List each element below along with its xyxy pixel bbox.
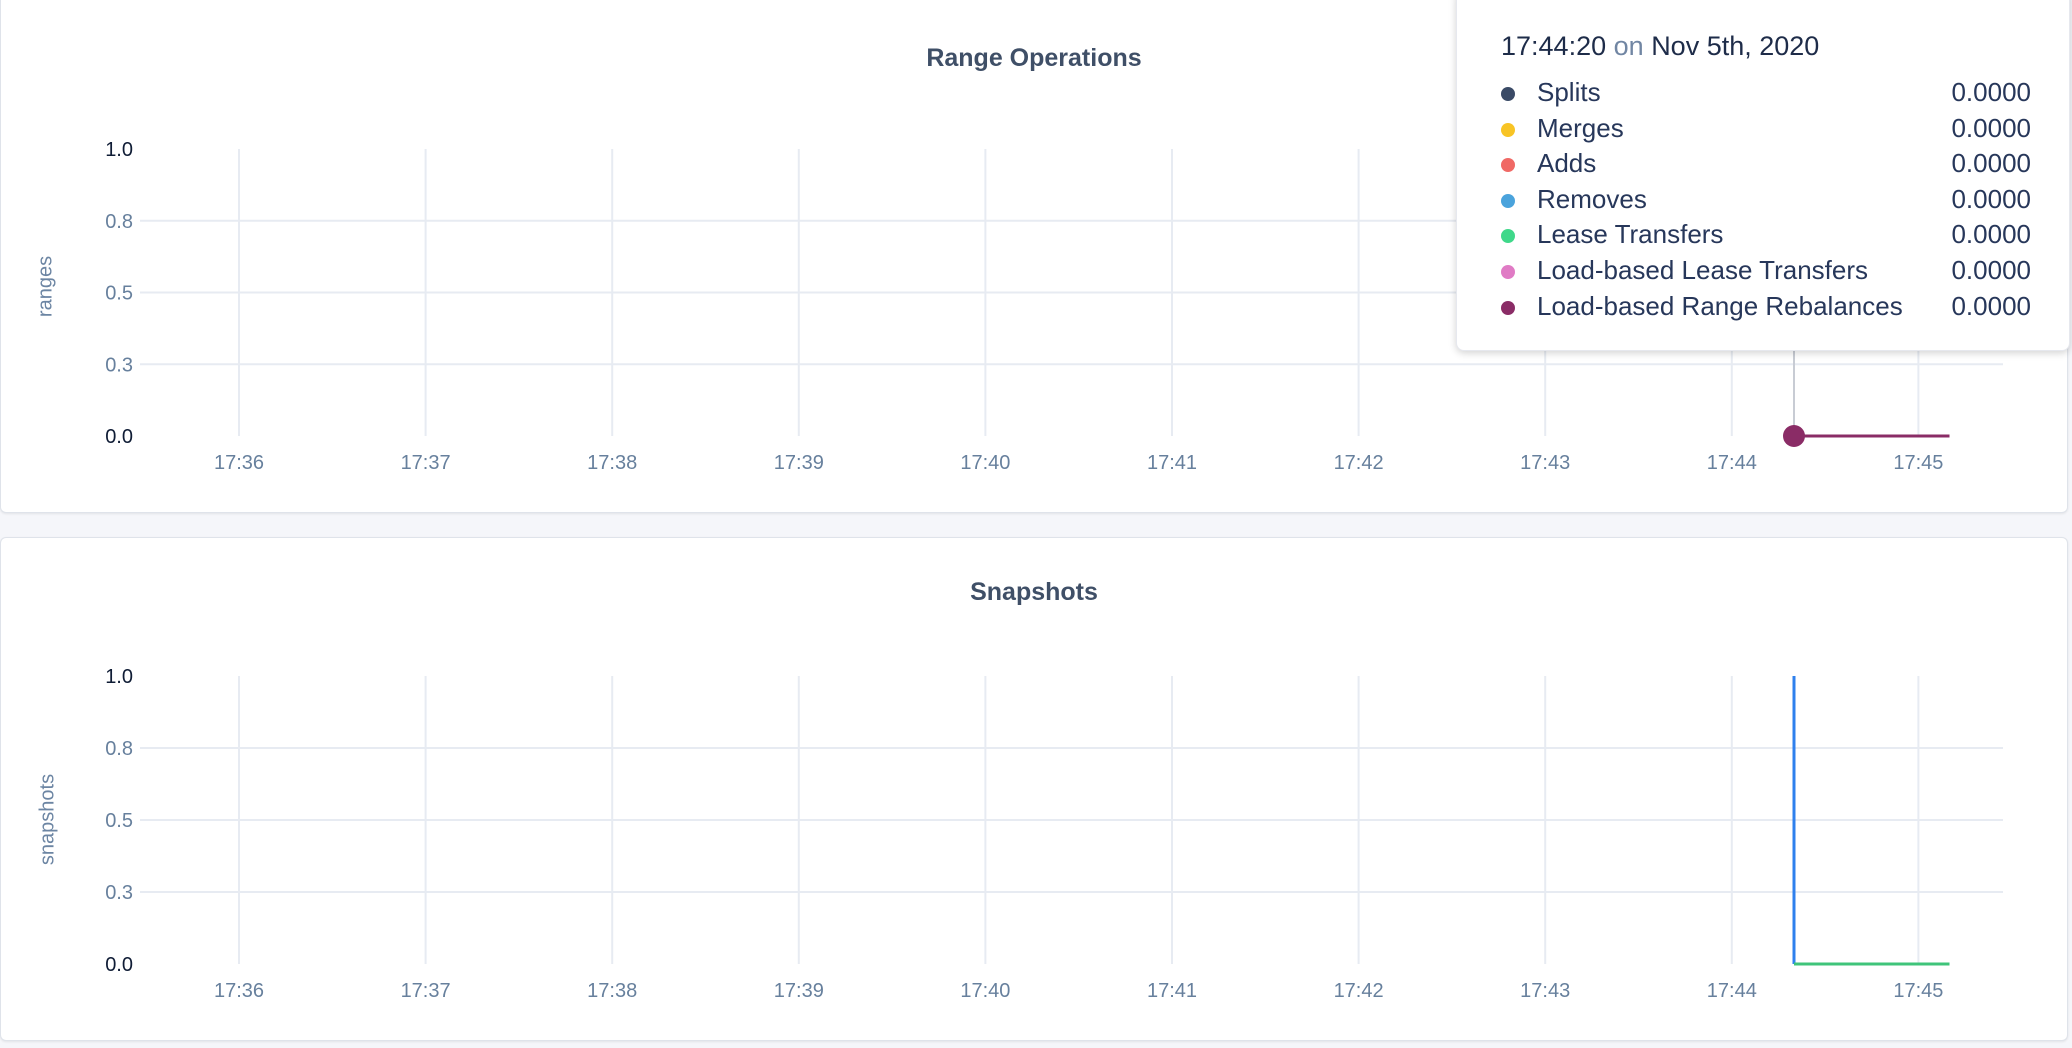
x-tick-label: 17:37	[401, 980, 451, 1002]
x-tick-label: 17:40	[960, 980, 1010, 1002]
tooltip-series-name: Removes	[1537, 183, 1647, 214]
tooltip-row: Adds 0.0000	[1501, 148, 2031, 182]
chart-title: Range Operations	[926, 44, 1142, 72]
x-tick-label: 17:36	[214, 980, 264, 1002]
tooltip-series-name: Splits	[1537, 77, 1601, 107]
y-tick-label: 0.5	[105, 810, 133, 832]
tooltip-series-value: 0.0000	[1951, 77, 2031, 107]
x-tick-label: 17:38	[587, 980, 637, 1002]
tooltip-series-name: Load-based Range Rebalances	[1537, 290, 1903, 321]
tooltip-series-name: Lease Transfers	[1537, 219, 1724, 250]
tooltip-row: Load-based Lease Transfers 0.0000	[1501, 255, 2031, 289]
x-tick-label: 17:44	[1707, 980, 1757, 1002]
hover-point	[1783, 425, 1805, 447]
tooltip-row: Merges 0.0000	[1501, 113, 2031, 147]
range-operations-chart[interactable]: 0.0 0.3 0.5 0.8 1.0 17:36 17:37 17:38 17:39 17:40…	[1, 0, 2067, 512]
tooltip-row: Splits 0.0000	[1501, 77, 2031, 111]
series-color-dot-icon	[1501, 300, 1515, 315]
y-tick-label: 0.0	[105, 954, 133, 976]
tooltip-series-name: Adds	[1537, 148, 1597, 179]
y-tick-label: 0.5	[105, 283, 133, 305]
tooltip-on: on	[1613, 31, 1644, 61]
series-color-dot-icon	[1501, 193, 1515, 208]
tooltip-series-value: 0.0000	[1951, 255, 2031, 285]
x-tick-label: 17:45	[1893, 980, 1943, 1002]
x-tick-label: 17:42	[1334, 452, 1384, 474]
y-tick-label: 1.0	[105, 139, 133, 161]
y-tick-label: 0.0	[105, 426, 133, 448]
series-color-dot-icon	[1501, 229, 1515, 244]
x-tick-label: 17:42	[1334, 980, 1384, 1002]
x-tick-label: 17:37	[401, 452, 451, 474]
tooltip-series-value: 0.0000	[1951, 112, 2031, 143]
x-tick-label: 17:44	[1707, 452, 1757, 474]
series-color-dot-icon	[1501, 122, 1515, 137]
tooltip-date: Nov 5th, 2020	[1651, 31, 1820, 61]
snapshots-chart[interactable]: 0.0 0.3 0.5 0.8 1.0 17:36 17:37 17:38 17:39 17:40…	[1, 538, 2067, 1040]
series-color-dot-icon	[1501, 87, 1515, 101]
x-tick-label: 17:39	[774, 980, 824, 1002]
x-tick-label: 17:36	[214, 452, 264, 474]
y-tick-label: 0.3	[105, 882, 133, 904]
x-tick-label: 17:38	[587, 452, 637, 474]
series-color-dot-icon	[1501, 158, 1515, 173]
tooltip-series-value: 0.0000	[1951, 148, 2031, 179]
x-tick-label: 17:45	[1893, 452, 1943, 474]
x-tick-label: 17:41	[1147, 452, 1197, 474]
tooltip-series-name: Merges	[1537, 112, 1624, 143]
tooltip-row: Load-based Range Rebalances 0.0000	[1501, 291, 2031, 325]
tooltip-time: 17:44:20	[1501, 31, 1607, 61]
x-tick-label: 17:39	[774, 452, 824, 474]
chart-tooltip: 17:44:20 on Nov 5th, 2020 Splits 0.0000 …	[1456, 0, 2070, 351]
series-color-dot-icon	[1501, 265, 1515, 279]
snapshots-panel: Snapshots snapshots 0.0 0.3 0.5 0.8 1.0 17:36…	[0, 537, 2068, 1041]
tooltip-row: Lease Transfers 0.0000	[1501, 219, 2031, 253]
x-tick-label: 17:40	[960, 452, 1010, 474]
x-tick-label: 17:43	[1520, 452, 1570, 474]
y-tick-label: 0.3	[105, 354, 133, 376]
x-tick-label: 17:41	[1147, 980, 1197, 1002]
tooltip-series-value: 0.0000	[1951, 183, 2031, 214]
tooltip-series-value: 0.0000	[1951, 290, 2031, 321]
y-tick-label: 0.8	[105, 211, 133, 233]
tooltip-row: Removes 0.0000	[1501, 184, 2031, 218]
tooltip-timestamp: 17:44:20 on Nov 5th, 2020	[1501, 31, 1819, 62]
x-tick-label: 17:43	[1520, 980, 1570, 1002]
tooltip-series-value: 0.0000	[1951, 219, 2031, 250]
chart-title: Snapshots	[970, 578, 1098, 606]
tooltip-series-name: Load-based Lease Transfers	[1537, 255, 1868, 285]
y-tick-label: 1.0	[105, 666, 133, 688]
y-tick-label: 0.8	[105, 738, 133, 760]
